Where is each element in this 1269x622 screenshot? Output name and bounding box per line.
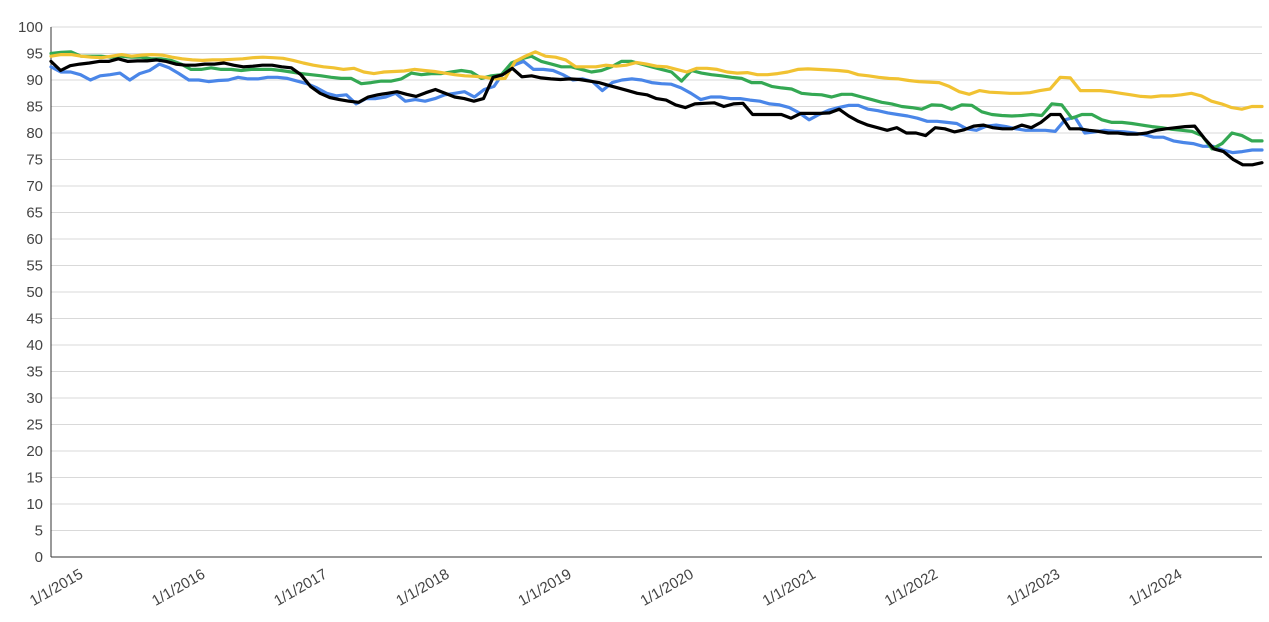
series-line-2 xyxy=(49,50,1264,151)
y-tick-label: 10 xyxy=(26,496,43,513)
x-tick-label: 1/1/2015 xyxy=(27,566,86,610)
y-tick-label: 55 xyxy=(26,258,43,275)
x-tick-label: 1/1/2023 xyxy=(1004,566,1063,610)
y-tick-label: 35 xyxy=(26,364,43,381)
y-tick-label: 95 xyxy=(26,46,43,63)
x-tick-label: 1/1/2021 xyxy=(760,566,819,610)
y-tick-label: 85 xyxy=(26,99,43,116)
y-tick-label: 15 xyxy=(26,470,43,487)
x-tick-label: 1/1/2017 xyxy=(271,566,330,610)
x-tick-label: 1/1/2022 xyxy=(882,566,941,610)
x-tick-label: 1/1/2020 xyxy=(638,566,697,610)
y-tick-label: 25 xyxy=(26,417,43,434)
x-tick-label: 1/1/2019 xyxy=(515,566,574,610)
y-tick-label: 75 xyxy=(26,152,43,169)
series-line-4 xyxy=(49,57,1264,167)
y-tick-label: 80 xyxy=(26,125,43,142)
y-tick-label: 0 xyxy=(35,549,43,566)
x-tick-label: 1/1/2016 xyxy=(149,566,208,610)
x-axis-tick-labels: 1/1/2015 1/1/2016 1/1/2017 1/1/2018 1/1/2019… xyxy=(27,566,1185,610)
y-tick-label: 40 xyxy=(26,337,43,354)
series-line-3 xyxy=(49,50,1264,111)
x-tick-label: 1/1/2024 xyxy=(1126,566,1185,610)
x-tick-label: 1/1/2018 xyxy=(393,566,452,610)
y-tick-label: 45 xyxy=(26,311,43,328)
y-tick-label: 5 xyxy=(35,523,43,540)
y-tick-label: 50 xyxy=(26,284,43,301)
y-tick-label: 20 xyxy=(26,443,43,460)
y-tick-label: 90 xyxy=(26,72,43,89)
y-axis-tick-labels: 0 5 10 15 20 25 30 35 40 45 50 55 60 65 70 75 80 85 90 95 10… xyxy=(18,19,43,566)
y-tick-label: 30 xyxy=(26,390,43,407)
y-tick-label: 65 xyxy=(26,205,43,222)
y-tick-label: 100 xyxy=(18,19,43,36)
y-tick-label: 70 xyxy=(26,178,43,195)
y-tick-label: 60 xyxy=(26,231,43,248)
series-lines xyxy=(49,50,1264,167)
series-line-1 xyxy=(49,59,1264,155)
grid-lines xyxy=(51,26,1262,531)
